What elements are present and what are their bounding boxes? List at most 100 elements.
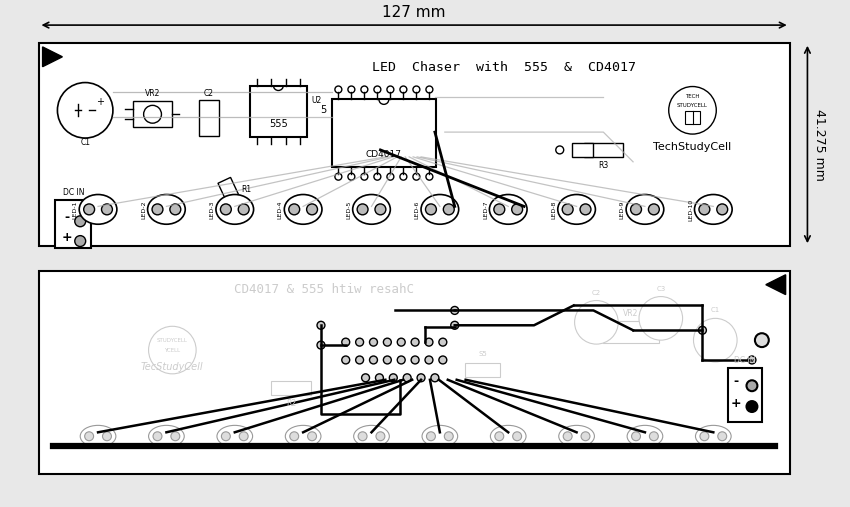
Polygon shape xyxy=(42,47,62,67)
Text: R3: R3 xyxy=(598,161,609,170)
Text: VR2: VR2 xyxy=(144,89,161,98)
Text: C2: C2 xyxy=(592,289,601,296)
Text: LED-8: LED-8 xyxy=(552,200,556,219)
Bar xyxy=(332,99,436,167)
Circle shape xyxy=(562,204,573,215)
Circle shape xyxy=(439,356,447,364)
Bar xyxy=(604,321,659,343)
Text: LED-2: LED-2 xyxy=(141,200,146,219)
Text: +: + xyxy=(731,396,741,410)
Circle shape xyxy=(513,432,522,441)
Circle shape xyxy=(307,204,318,215)
Circle shape xyxy=(370,338,377,346)
Circle shape xyxy=(439,338,447,346)
Circle shape xyxy=(495,432,504,441)
Ellipse shape xyxy=(627,425,663,447)
Text: DC IN: DC IN xyxy=(63,188,84,197)
Text: LED-7: LED-7 xyxy=(483,200,488,219)
Ellipse shape xyxy=(490,425,526,447)
Circle shape xyxy=(342,356,349,364)
Text: STUDYCELL: STUDYCELL xyxy=(157,338,188,343)
Circle shape xyxy=(171,432,180,441)
Ellipse shape xyxy=(694,195,732,224)
Circle shape xyxy=(387,86,394,93)
Ellipse shape xyxy=(216,195,253,224)
Circle shape xyxy=(375,204,386,215)
Circle shape xyxy=(581,432,590,441)
Circle shape xyxy=(450,321,459,329)
Text: 555: 555 xyxy=(269,119,288,129)
Circle shape xyxy=(85,432,94,441)
Ellipse shape xyxy=(354,425,389,447)
Circle shape xyxy=(431,374,439,382)
Text: S5: S5 xyxy=(478,351,487,357)
Circle shape xyxy=(58,83,113,138)
Ellipse shape xyxy=(149,425,184,447)
Circle shape xyxy=(152,204,163,215)
Ellipse shape xyxy=(558,195,595,224)
Circle shape xyxy=(342,338,349,346)
Circle shape xyxy=(575,301,618,344)
Circle shape xyxy=(374,86,381,93)
Circle shape xyxy=(221,432,230,441)
Circle shape xyxy=(170,204,181,215)
Circle shape xyxy=(450,306,459,314)
Circle shape xyxy=(348,173,354,180)
Circle shape xyxy=(694,318,737,362)
Text: U2: U2 xyxy=(311,96,321,105)
Circle shape xyxy=(144,105,162,123)
Circle shape xyxy=(564,432,572,441)
Circle shape xyxy=(717,432,727,441)
Circle shape xyxy=(699,204,710,215)
Bar xyxy=(465,363,501,377)
Circle shape xyxy=(153,432,162,441)
Circle shape xyxy=(75,236,86,246)
Bar xyxy=(199,100,219,136)
Circle shape xyxy=(746,401,757,412)
Circle shape xyxy=(387,173,394,180)
Circle shape xyxy=(699,327,706,334)
Text: STUDYCELL: STUDYCELL xyxy=(677,103,708,108)
Circle shape xyxy=(355,338,364,346)
Circle shape xyxy=(383,356,391,364)
Text: YCELL: YCELL xyxy=(164,348,180,353)
Text: CD4017 & 555 htiw resahC: CD4017 & 555 htiw resahC xyxy=(234,283,414,296)
Circle shape xyxy=(400,173,407,180)
Text: 41.275 mm: 41.275 mm xyxy=(813,108,826,180)
Polygon shape xyxy=(766,275,785,295)
Bar xyxy=(55,200,91,248)
Bar xyxy=(728,368,762,422)
Text: TechStudyCell: TechStudyCell xyxy=(654,142,732,152)
Circle shape xyxy=(220,204,231,215)
Text: LED-9: LED-9 xyxy=(620,200,625,219)
Ellipse shape xyxy=(695,425,731,447)
Bar xyxy=(271,381,311,394)
Circle shape xyxy=(361,86,368,93)
Circle shape xyxy=(411,338,419,346)
Circle shape xyxy=(308,432,316,441)
Text: LED-5: LED-5 xyxy=(346,200,351,219)
Text: R1: R1 xyxy=(241,185,252,194)
Circle shape xyxy=(411,356,419,364)
Circle shape xyxy=(376,432,385,441)
Text: +: + xyxy=(96,97,104,107)
Text: LED  Chaser  with  555  &  CD4017: LED Chaser with 555 & CD4017 xyxy=(372,61,636,74)
Text: C3: C3 xyxy=(656,285,666,292)
Circle shape xyxy=(700,432,709,441)
Text: C1: C1 xyxy=(711,307,720,313)
Bar xyxy=(583,143,623,157)
Circle shape xyxy=(317,321,325,329)
Circle shape xyxy=(403,374,411,382)
Circle shape xyxy=(649,204,660,215)
Circle shape xyxy=(649,432,658,441)
Bar xyxy=(38,43,790,246)
Text: -: - xyxy=(734,375,739,388)
Text: C1: C1 xyxy=(80,138,90,147)
Circle shape xyxy=(75,216,86,227)
Text: LED-1: LED-1 xyxy=(73,200,77,219)
Circle shape xyxy=(755,333,768,347)
Text: VR2: VR2 xyxy=(623,309,638,318)
Ellipse shape xyxy=(284,195,322,224)
Text: +: + xyxy=(62,231,72,244)
Ellipse shape xyxy=(148,195,185,224)
